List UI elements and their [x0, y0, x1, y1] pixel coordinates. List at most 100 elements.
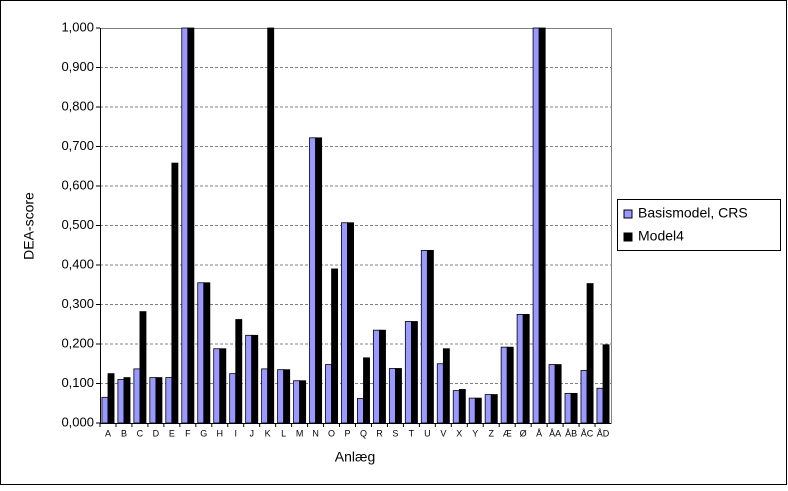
x-axis-label: Anlæg — [335, 449, 375, 465]
x-tick-label: R — [376, 428, 383, 438]
y-tick-label: 0,900 — [61, 59, 94, 74]
bar — [101, 396, 109, 424]
bar — [299, 380, 307, 424]
x-tick-label: Z — [488, 428, 494, 438]
legend-swatch — [623, 232, 633, 242]
legend-box — [617, 199, 781, 251]
bar — [363, 357, 370, 424]
x-tick-label: X — [456, 428, 462, 438]
bar — [404, 321, 412, 424]
bar — [372, 329, 380, 424]
y-tick-label: 0,700 — [61, 138, 94, 153]
bar — [325, 364, 332, 424]
bar — [187, 27, 195, 424]
y-tick-label: 0,300 — [61, 296, 94, 311]
bar — [107, 373, 115, 424]
x-tick-label: O — [328, 428, 335, 438]
bar — [602, 344, 610, 424]
bar — [277, 369, 285, 424]
bar — [293, 380, 301, 424]
x-tick-label: ÅA — [549, 428, 561, 438]
legend-label: Basismodel, CRS — [638, 205, 748, 221]
x-tick-label: E — [169, 428, 175, 438]
bar — [357, 398, 364, 424]
bar — [564, 392, 572, 424]
bar — [283, 369, 291, 424]
bar — [181, 27, 189, 424]
legend-label: Model4 — [638, 228, 684, 244]
y-tick-label: 0,600 — [61, 177, 94, 192]
x-tick-label: P — [345, 428, 351, 438]
x-tick-label: K — [265, 428, 271, 438]
bar — [474, 397, 482, 424]
bar — [203, 282, 211, 424]
bar — [436, 363, 444, 424]
x-tick-label: A — [105, 428, 111, 438]
x-tick-label: G — [200, 428, 207, 438]
bar — [554, 364, 562, 424]
bar — [139, 311, 147, 424]
y-tick-label: 0,100 — [61, 375, 94, 390]
x-tick-label: Ø — [520, 428, 527, 438]
x-tick-label: Æ — [503, 428, 512, 438]
y-tick-label: 0,200 — [61, 335, 94, 350]
bar — [388, 368, 396, 424]
bar — [548, 364, 556, 424]
bar — [197, 282, 205, 424]
bar — [452, 390, 460, 424]
y-tick-label: 1,000 — [61, 19, 94, 34]
bar — [500, 346, 508, 424]
x-tick-label: Q — [360, 428, 367, 438]
bar — [133, 368, 141, 424]
bar — [261, 368, 269, 424]
x-tick-label: D — [153, 428, 160, 438]
x-tick-label: ÅD — [597, 428, 610, 438]
x-tick-label: N — [312, 428, 319, 438]
x-tick-label: U — [424, 428, 431, 438]
bar — [267, 27, 275, 424]
bar — [331, 268, 339, 424]
bar — [580, 370, 588, 424]
bar — [532, 27, 540, 424]
bar — [379, 329, 386, 424]
x-tick-label: V — [440, 428, 446, 438]
bar — [570, 392, 578, 424]
x-tick-label: H — [217, 428, 224, 438]
bar — [149, 377, 157, 424]
bar — [596, 387, 604, 424]
bar — [347, 222, 354, 424]
bar — [458, 389, 466, 424]
bar — [213, 348, 221, 424]
bar — [341, 222, 348, 424]
bar — [484, 394, 492, 424]
bar — [538, 27, 546, 424]
x-tick-label: T — [409, 428, 415, 438]
bar — [468, 397, 476, 424]
bar — [235, 319, 243, 424]
y-tick-label: 0,000 — [61, 414, 94, 429]
bar — [171, 162, 179, 424]
bar — [426, 249, 434, 424]
bar — [490, 394, 498, 424]
x-tick-label: M — [296, 428, 304, 438]
x-tick-label: B — [121, 428, 127, 438]
y-tick-label: 0,500 — [61, 217, 94, 232]
y-tick-label: 0,800 — [61, 98, 94, 113]
y-axis-label: DEA-score — [21, 192, 37, 260]
bar — [506, 346, 514, 424]
x-tick-label: C — [137, 428, 144, 438]
bar — [315, 137, 323, 424]
bar — [586, 283, 594, 424]
x-tick-label: S — [392, 428, 398, 438]
legend-swatch — [623, 209, 633, 219]
x-tick-label: ÅB — [565, 428, 577, 438]
bar — [522, 313, 530, 424]
bar — [410, 321, 418, 424]
x-tick-label: F — [185, 428, 191, 438]
bar — [155, 377, 163, 424]
bar — [516, 313, 524, 424]
x-tick-label: L — [281, 428, 286, 438]
bar — [219, 348, 227, 424]
x-tick-label: Y — [472, 428, 478, 438]
